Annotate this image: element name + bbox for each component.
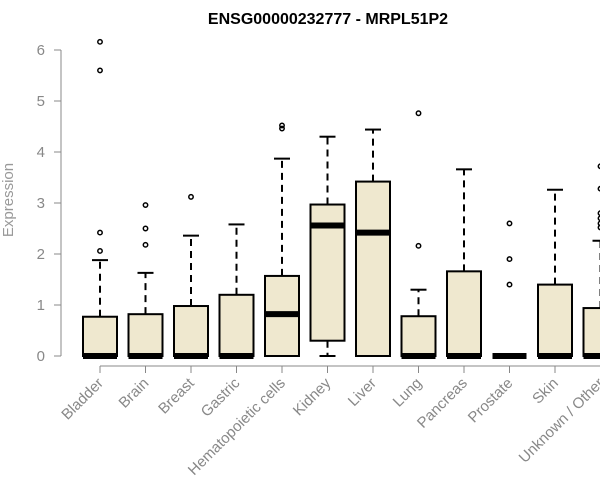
outlier-point [597, 224, 600, 231]
outlier-point [506, 220, 513, 227]
y-axis: 0 1 2 3 4 5 6 [37, 42, 62, 365]
x-tick-label: Liver [345, 375, 380, 410]
box-liver [355, 128, 391, 357]
box-prostate [492, 220, 527, 359]
x-tick-label: Skin [529, 375, 562, 408]
box-body [537, 283, 573, 358]
box-body [218, 293, 255, 357]
box-body [82, 315, 118, 358]
outlier-point [97, 38, 103, 45]
outlier-point [506, 281, 513, 288]
outlier-point [279, 122, 285, 129]
box-body [582, 307, 600, 357]
outlier-point [188, 193, 194, 200]
box-brain [127, 202, 164, 359]
box-hematopoietic-cells [264, 122, 300, 357]
box-pancreas [446, 168, 482, 359]
outlier-point [142, 202, 149, 208]
x-tick-label: Bladder [58, 375, 107, 424]
outlier-point [415, 242, 422, 249]
y-axis-label: Expression [0, 163, 17, 237]
box-lung [400, 110, 437, 359]
outlier-point [597, 185, 600, 192]
outlier-point [597, 163, 600, 170]
box-body [355, 180, 391, 357]
box-unknown-other [582, 163, 600, 359]
box-body [127, 313, 164, 357]
outlier-point [142, 241, 149, 248]
x-tick-label: Lung [390, 375, 426, 411]
box-gastric [218, 223, 255, 359]
outlier-point [142, 225, 149, 232]
outlier-point [279, 125, 285, 132]
box-skin [537, 188, 573, 359]
x-tick-label: Brain [116, 375, 153, 412]
x-tick-label: Prostate [465, 375, 517, 427]
outlier-point [597, 220, 600, 227]
x-tick-label: Breast [155, 374, 198, 417]
outlier-point [597, 215, 600, 222]
outlier-point [415, 110, 422, 117]
chart-title: ENSG00000232777 - MRPL51P2 [208, 11, 448, 28]
outlier-point [506, 256, 513, 263]
y-tick-label: 0 [37, 348, 45, 365]
box-body [173, 305, 209, 357]
box-body [446, 270, 482, 357]
boxes-group [82, 38, 600, 359]
y-tick-label: 6 [37, 42, 45, 59]
box-body [400, 315, 437, 357]
outlier-point [97, 247, 103, 254]
x-tick-label: Kidney [290, 374, 335, 419]
y-tick-label: 2 [37, 246, 45, 263]
y-tick-label: 5 [37, 93, 45, 110]
outlier-point [97, 67, 103, 74]
y-tick-label: 1 [37, 297, 45, 314]
box-kidney [309, 135, 346, 357]
box-bladder [82, 38, 118, 359]
outlier-point [597, 210, 600, 217]
y-tick-label: 3 [37, 195, 45, 212]
x-tick-label: Pancreas [414, 375, 471, 432]
outlier-point [97, 229, 103, 236]
box-breast [173, 193, 209, 359]
y-tick-label: 4 [37, 144, 45, 161]
